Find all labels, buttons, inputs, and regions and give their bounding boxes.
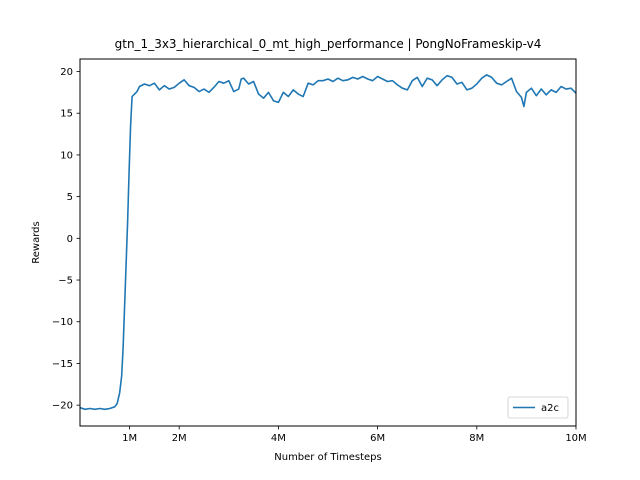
series-line-a2c [79, 74, 577, 411]
plot-background [80, 59, 576, 426]
legend-label-a2c: a2c [541, 403, 559, 414]
y-tick-label: 0 [67, 234, 73, 245]
y-tick-label: 5 [67, 192, 73, 203]
y-tick-label: 20 [60, 67, 73, 78]
x-tick-label: 8M [469, 433, 484, 444]
x-tick-label: 2M [172, 433, 187, 444]
x-tick-label: 4M [271, 433, 286, 444]
y-tick-label: −20 [52, 401, 73, 412]
x-tick-label: 6M [370, 433, 385, 444]
x-axis: 1M 2M 4M 6M 8M 10M [122, 426, 587, 444]
x-axis-label: Number of Timesteps [274, 452, 381, 463]
y-axis: 20 15 10 5 0 −5 −10 −15 −20 [52, 67, 80, 412]
y-axis-label: Rewards [31, 221, 42, 263]
y-tick-label: 10 [60, 150, 73, 161]
legend: a2c [507, 396, 569, 419]
chart-title: gtn_1_3x3_hierarchical_0_mt_high_perform… [115, 37, 542, 51]
plot-frame [79, 58, 577, 427]
y-tick-label: −15 [52, 359, 73, 370]
x-tick-label: 10M [565, 433, 586, 444]
y-tick-label: −5 [58, 276, 73, 287]
x-tick-label: 1M [122, 433, 137, 444]
plot-area [79, 58, 577, 427]
y-tick-label: −10 [52, 317, 73, 328]
y-tick-label: 15 [60, 109, 73, 120]
legend-box [507, 396, 569, 419]
